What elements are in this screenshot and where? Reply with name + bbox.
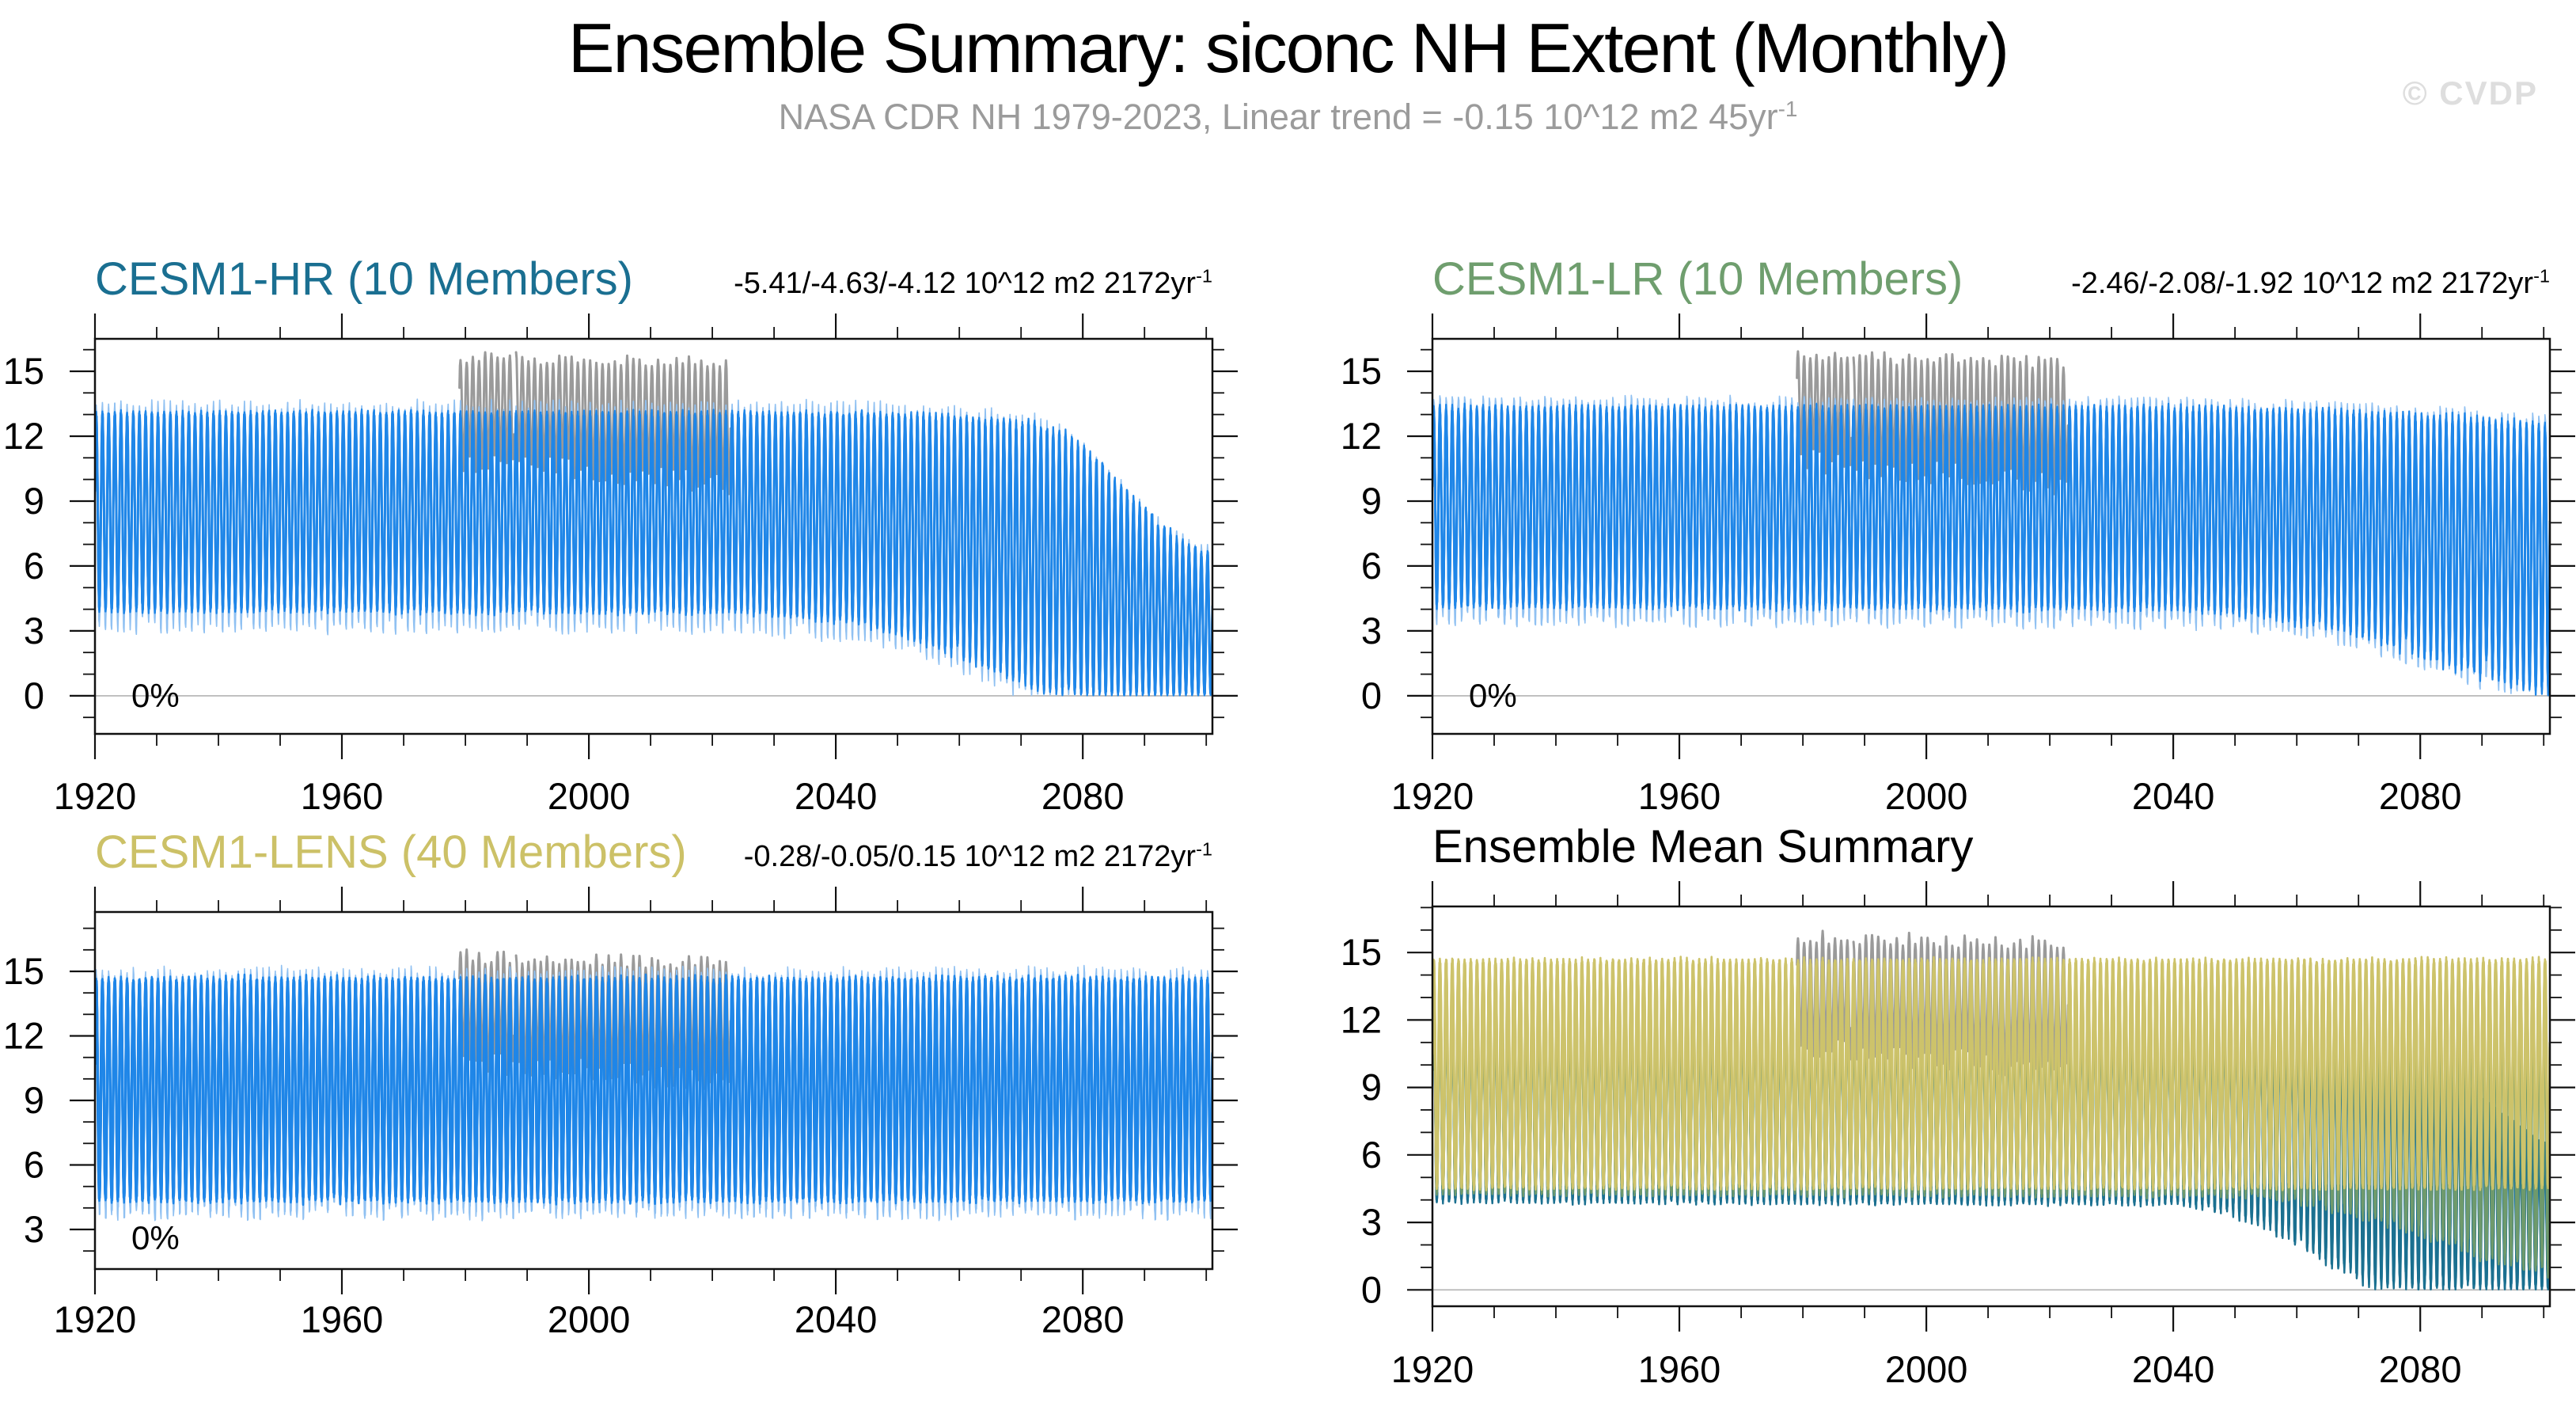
x-tick-label: 2000	[548, 775, 631, 817]
y-tick-label: 3	[1361, 610, 1382, 652]
y-tick-label: 6	[24, 545, 44, 587]
plot-cesm1-lens: 1920 1960 2000 2040 2080 3 6 9 12 15 0%	[3, 887, 1238, 1340]
plot-frame	[93, 910, 1214, 1271]
plot-ensemble-mean: 1920 1960 2000 2040 2080 0 3 6 9 12 15	[1341, 881, 2575, 1390]
y-tick-label: 9	[1361, 1066, 1382, 1108]
series-cesm1-lr-members	[1432, 405, 2550, 690]
y-tick-label: 0	[24, 674, 44, 716]
subtitle-superscript: -1	[1777, 97, 1798, 121]
y-tick-label: 12	[1341, 415, 1382, 457]
y-tick-label: 9	[1361, 480, 1382, 522]
axis-labels: 1920 1960 2000 2040 2080 0 3 6 9 12 15	[3, 350, 1125, 817]
axis-ticks	[1407, 881, 2575, 1332]
y-tick-label: 0	[1361, 1268, 1382, 1310]
x-tick-label: 1960	[1638, 775, 1721, 817]
x-tick-label: 1920	[1391, 1348, 1474, 1390]
x-tick-label: 2040	[795, 1298, 878, 1340]
panel-title-cesm1-lens: CESM1-LENS (40 Members)	[95, 826, 687, 878]
y-tick-label: 9	[24, 480, 44, 522]
y-tick-label: 3	[1361, 1201, 1382, 1243]
x-tick-label: 1920	[54, 775, 137, 817]
trend-superscript: -1	[2533, 265, 2550, 287]
page-subtitle: NASA CDR NH 1979-2023, Linear trend = -0…	[0, 97, 2576, 138]
x-tick-label: 1960	[301, 1298, 384, 1340]
x-tick-label: 2000	[1885, 775, 1968, 817]
trend-label-cesm1-lr: -2.46/-2.08/-1.92 10^12 m2 2172yr-1	[2071, 267, 2550, 306]
trend-superscript: -1	[1196, 838, 1212, 860]
x-tick-label: 2080	[1041, 775, 1125, 817]
plot-frame	[93, 337, 1214, 735]
plot-frame	[1431, 905, 2551, 1308]
axis-ticks	[70, 887, 1238, 1294]
y-tick-label: 15	[3, 950, 44, 992]
y-tick-label: 15	[1341, 931, 1382, 973]
y-tick-label: 15	[1341, 350, 1382, 392]
x-tick-label: 1960	[1638, 1348, 1721, 1390]
y-tick-label: 15	[3, 350, 44, 392]
y-tick-label: 0	[1361, 674, 1382, 716]
x-tick-label: 1960	[301, 775, 384, 817]
x-tick-label: 1920	[1391, 775, 1474, 817]
y-tick-label: 12	[1341, 998, 1382, 1040]
trend-text: -2.46/-2.08/-1.92 10^12 m2 2172yr	[2071, 267, 2534, 300]
trend-label-cesm1-lens: -0.28/-0.05/0.15 10^12 m2 2172yr-1	[744, 840, 1212, 879]
panel-header-cesm1-lens: CESM1-LENS (40 Members) -0.28/-0.05/0.15…	[95, 822, 1212, 879]
x-tick-label: 2000	[548, 1298, 631, 1340]
x-tick-label: 2040	[2132, 1348, 2215, 1390]
x-tick-label: 2080	[2379, 775, 2462, 817]
x-tick-label: 2000	[1885, 1348, 1968, 1390]
x-tick-label: 1920	[54, 1298, 137, 1340]
plot-frame	[1431, 337, 2551, 735]
axis-ticks	[70, 314, 1238, 759]
subtitle-text: NASA CDR NH 1979-2023, Linear trend = -0…	[778, 97, 1778, 137]
axis-labels: 1920 1960 2000 2040 2080 0 3 6 9 12 15	[1341, 350, 2462, 817]
plot-cesm1-lr: 1920 1960 2000 2040 2080 0 3 6 9 12 15 0%	[1341, 314, 2575, 817]
y-tick-label: 3	[24, 1208, 44, 1250]
x-tick-label: 2080	[1041, 1298, 1125, 1340]
x-tick-label: 2040	[2132, 775, 2215, 817]
panel-title-cesm1-hr: CESM1-HR (10 Members)	[95, 253, 633, 305]
series-nasa-cdr-obs	[458, 351, 732, 496]
axis-labels: 1920 1960 2000 2040 2080 0 3 6 9 12 15	[1341, 931, 2462, 1390]
y-tick-label: 6	[1361, 1134, 1382, 1176]
x-tick-label: 2080	[2379, 1348, 2462, 1390]
zero-percent-label: 0%	[1469, 677, 1517, 714]
cvdp-watermark: © CVDP	[2402, 74, 2538, 112]
axis-labels: 1920 1960 2000 2040 2080 3 6 9 12 15	[3, 950, 1125, 1340]
y-tick-label: 12	[3, 1015, 44, 1057]
trend-text: -5.41/-4.63/-4.12 10^12 m2 2172yr	[734, 267, 1197, 300]
zero-percent-label: 0%	[131, 677, 180, 714]
zero-percent-label: 0%	[131, 1219, 180, 1256]
y-tick-label: 6	[1361, 545, 1382, 587]
series-cesm1-lens-ensemble-mean	[1432, 960, 2550, 1188]
panel-header-cesm1-hr: CESM1-HR (10 Members) -5.41/-4.63/-4.12 …	[95, 249, 1212, 306]
series-nasa-cdr-obs	[1796, 350, 2070, 496]
page-title: Ensemble Summary: siconc NH Extent (Mont…	[567, 9, 2009, 87]
y-tick-label: 12	[3, 415, 44, 457]
trend-superscript: -1	[1196, 265, 1212, 287]
trend-label-cesm1-hr: -5.41/-4.63/-4.12 10^12 m2 2172yr-1	[734, 267, 1212, 306]
x-tick-label: 2040	[795, 775, 878, 817]
y-tick-label: 3	[24, 610, 44, 652]
plot-cesm1-hr: 1920 1960 2000 2040 2080 0 3 6 9 12 15 0%	[3, 314, 1238, 817]
panel-title-cesm1-lr: CESM1-LR (10 Members)	[1432, 253, 1963, 305]
trend-text: -0.28/-0.05/0.15 10^12 m2 2172yr	[743, 840, 1197, 873]
axis-ticks	[1407, 314, 2575, 759]
panel-header-cesm1-lr: CESM1-LR (10 Members) -2.46/-2.08/-1.92 …	[1432, 249, 2550, 306]
series-cesm1-hr-members	[95, 411, 1212, 697]
y-tick-label: 6	[24, 1144, 44, 1186]
y-tick-label: 9	[24, 1079, 44, 1121]
series-cesm1-lens-members	[95, 976, 1212, 1203]
panel-header-ensemble-mean: Ensemble Mean Summary	[1432, 816, 2550, 873]
panel-title-ensemble-mean: Ensemble Mean Summary	[1432, 821, 1974, 872]
